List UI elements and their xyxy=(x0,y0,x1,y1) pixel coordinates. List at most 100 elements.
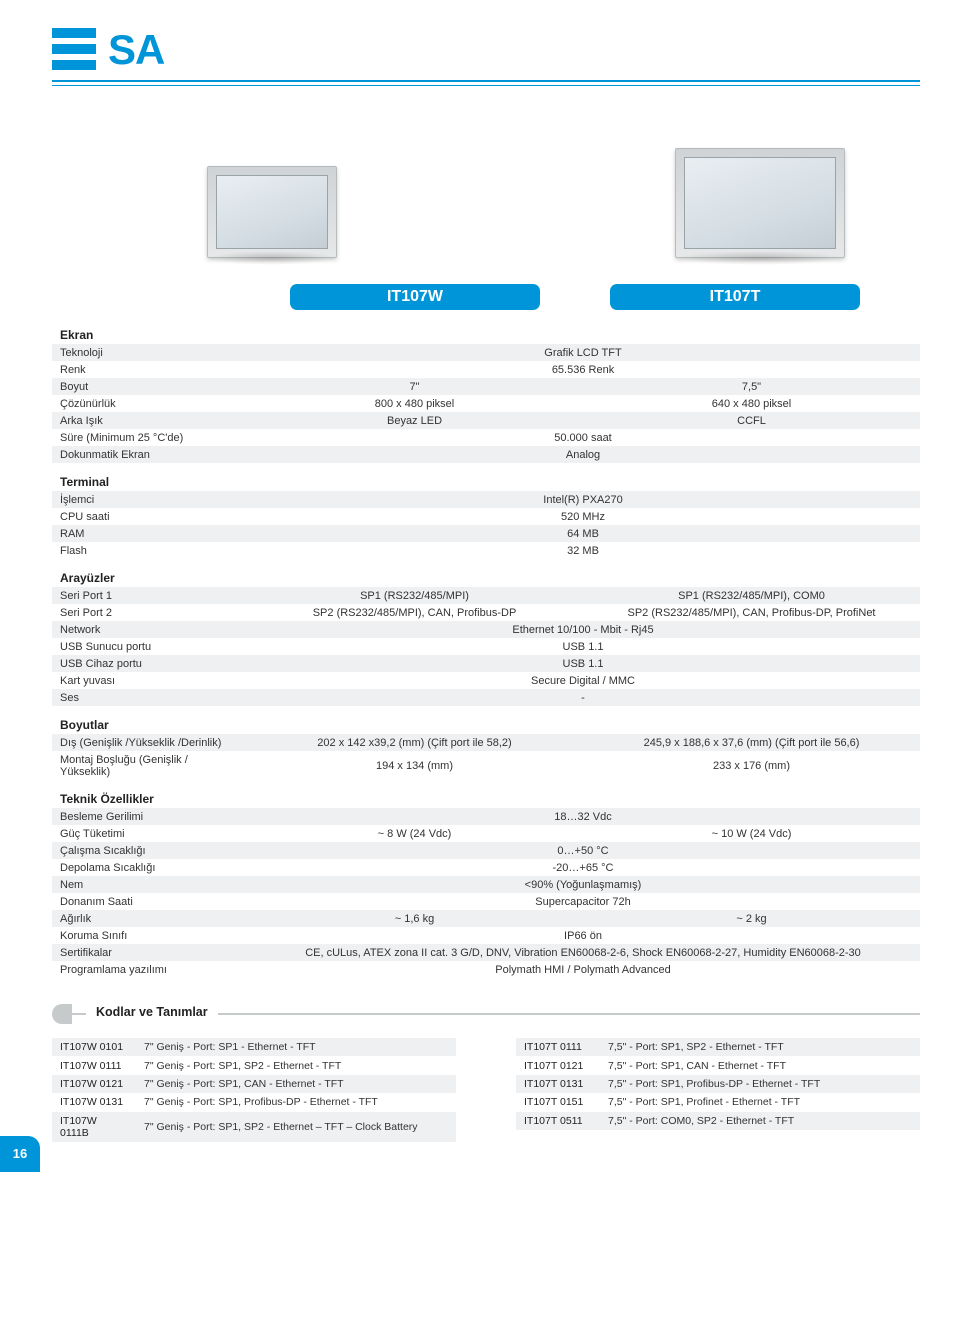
row-value-left: 194 x 134 (mm) xyxy=(246,751,583,780)
chip-model-right: IT107T xyxy=(610,284,860,310)
row-label: Donanım Saati xyxy=(52,893,246,910)
row-label: Süre (Minimum 25 °C'de) xyxy=(52,429,246,446)
row-label: Koruma Sınıfı xyxy=(52,927,246,944)
row-value: 520 MHz xyxy=(246,508,920,525)
row-label: Boyut xyxy=(52,378,246,395)
row-value: 18…32 Vdc xyxy=(246,808,920,825)
logo: SA xyxy=(52,28,920,74)
row-value-right: 233 x 176 (mm) xyxy=(583,751,920,780)
codes-table-right: IT107T 01117,5" - Port: SP1, SP2 - Ether… xyxy=(516,1038,920,1130)
code-desc: 7" Geniş - Port: SP1, CAN - Ethernet - T… xyxy=(136,1075,456,1093)
code-desc: 7,5" - Port: SP1, Profinet - Ethernet - … xyxy=(600,1093,920,1111)
page: SA IT107W IT107T Ekran Teknoloji Grafik … xyxy=(0,0,960,1172)
row-label: USB Cihaz portu xyxy=(52,655,246,672)
row-value: USB 1.1 xyxy=(246,638,920,655)
row-value-left: 800 x 480 piksel xyxy=(246,395,583,412)
row-label: USB Sunucu portu xyxy=(52,638,246,655)
section-title-screen: Ekran xyxy=(52,316,920,344)
row-value-left: SP1 (RS232/485/MPI) xyxy=(246,587,583,604)
row-label: Kart yuvası xyxy=(52,672,246,689)
product-image-right xyxy=(660,126,860,258)
row-label: Depolama Sıcaklığı xyxy=(52,859,246,876)
codes-table-left: IT107W 01017" Geniş - Port: SP1 - Ethern… xyxy=(52,1038,456,1142)
code-desc: 7" Geniş - Port: SP1, SP2 - Ethernet – T… xyxy=(136,1112,456,1142)
row-label: Network xyxy=(52,621,246,638)
row-label: Besleme Gerilimi xyxy=(52,808,246,825)
row-label: Arka Işık xyxy=(52,412,246,429)
row-label: Teknoloji xyxy=(52,344,246,361)
row-value: Polymath HMI / Polymath Advanced xyxy=(246,961,920,978)
code-id: IT107T 0511 xyxy=(516,1112,600,1130)
row-value-left: 202 x 142 x39,2 (mm) (Çift port ile 58,2… xyxy=(246,734,583,751)
row-value-right: 7,5" xyxy=(583,378,920,395)
row-label: İşlemci xyxy=(52,491,246,508)
svg-text:SA: SA xyxy=(108,28,165,73)
row-value: IP66 ön xyxy=(246,927,920,944)
row-value: CE, cULus, ATEX zona II cat. 3 G/D, DNV,… xyxy=(246,944,920,961)
row-label: Dış (Genişlik /Yükseklik /Derinlik) xyxy=(52,734,246,751)
row-label: Renk xyxy=(52,361,246,378)
code-desc: 7,5" - Port: COM0, SP2 - Ethernet - TFT xyxy=(600,1112,920,1130)
row-value: Ethernet 10/100 - Mbit - Rj45 xyxy=(246,621,920,638)
row-value-right: ~ 10 W (24 Vdc) xyxy=(583,825,920,842)
section-title-interfaces: Arayüzler xyxy=(52,559,920,587)
esa-logo-icon: SA xyxy=(52,28,196,74)
row-value: USB 1.1 xyxy=(246,655,920,672)
code-id: IT107W 0131 xyxy=(52,1093,136,1111)
row-label: Çözünürlük xyxy=(52,395,246,412)
code-desc: 7,5" - Port: SP1, SP2 - Ethernet - TFT xyxy=(600,1038,920,1056)
section-title-terminal: Terminal xyxy=(52,463,920,491)
row-label: Montaj Boşluğu (Genişlik / Yükseklik) xyxy=(52,751,246,780)
code-desc: 7" Geniş - Port: SP1 - Ethernet - TFT xyxy=(136,1038,456,1056)
code-desc: 7" Geniş - Port: SP1, Profibus-DP - Ethe… xyxy=(136,1093,456,1111)
row-value-right: 640 x 480 piksel xyxy=(583,395,920,412)
code-id: IT107W 0101 xyxy=(52,1038,136,1056)
codes-grid: IT107W 01017" Geniş - Port: SP1 - Ethern… xyxy=(52,1038,920,1142)
code-id: IT107W 0111 xyxy=(52,1056,136,1074)
row-value: 50.000 saat xyxy=(246,429,920,446)
code-desc: 7,5" - Port: SP1, CAN - Ethernet - TFT xyxy=(600,1056,920,1074)
code-id: IT107T 0151 xyxy=(516,1093,600,1111)
code-id: IT107T 0121 xyxy=(516,1056,600,1074)
code-id: IT107W 0111B xyxy=(52,1112,136,1142)
row-label: Nem xyxy=(52,876,246,893)
codes-title: Kodlar ve Tanımlar xyxy=(86,1005,218,1019)
row-value: Intel(R) PXA270 xyxy=(246,491,920,508)
section-title-dimensions: Boyutlar xyxy=(52,706,920,734)
row-label: Flash xyxy=(52,542,246,559)
row-value-left: 7" xyxy=(246,378,583,395)
row-label: Ağırlık xyxy=(52,910,246,927)
row-value: Supercapacitor 72h xyxy=(246,893,920,910)
row-value: 64 MB xyxy=(246,525,920,542)
row-value-right: SP2 (RS232/485/MPI), CAN, Profibus-DP, P… xyxy=(583,604,920,621)
row-value: -20…+65 °C xyxy=(246,859,920,876)
row-label: Güç Tüketimi xyxy=(52,825,246,842)
row-value-right: SP1 (RS232/485/MPI), COM0 xyxy=(583,587,920,604)
row-value-left: Beyaz LED xyxy=(246,412,583,429)
code-id: IT107T 0131 xyxy=(516,1075,600,1093)
row-value-left: ~ 8 W (24 Vdc) xyxy=(246,825,583,842)
row-label: Dokunmatik Ekran xyxy=(52,446,246,463)
row-label: Programlama yazılımı xyxy=(52,961,246,978)
product-images xyxy=(52,86,920,284)
code-desc: 7" Geniş - Port: SP1, SP2 - Ethernet - T… xyxy=(136,1056,456,1074)
code-id: IT107T 0111 xyxy=(516,1038,600,1056)
row-value-right: ~ 2 kg xyxy=(583,910,920,927)
row-value: Secure Digital / MMC xyxy=(246,672,920,689)
row-label: Sertifikalar xyxy=(52,944,246,961)
model-chips: IT107W IT107T xyxy=(290,284,920,310)
row-value-left: ~ 1,6 kg xyxy=(246,910,583,927)
row-value: Grafik LCD TFT xyxy=(246,344,920,361)
chip-model-left: IT107W xyxy=(290,284,540,310)
row-label: RAM xyxy=(52,525,246,542)
codes-header: Kodlar ve Tanımlar xyxy=(52,1004,920,1024)
row-label: Çalışma Sıcaklığı xyxy=(52,842,246,859)
row-value: 32 MB xyxy=(246,542,920,559)
row-label: CPU saati xyxy=(52,508,246,525)
spec-table: Ekran Teknoloji Grafik LCD TFT Renk 65.5… xyxy=(52,316,920,978)
row-label: Seri Port 2 xyxy=(52,604,246,621)
row-value-right: 245,9 x 188,6 x 37,6 (mm) (Çift port ile… xyxy=(583,734,920,751)
row-value-right: CCFL xyxy=(583,412,920,429)
section-title-tech: Teknik Özellikler xyxy=(52,780,920,808)
row-value: 0…+50 °C xyxy=(246,842,920,859)
